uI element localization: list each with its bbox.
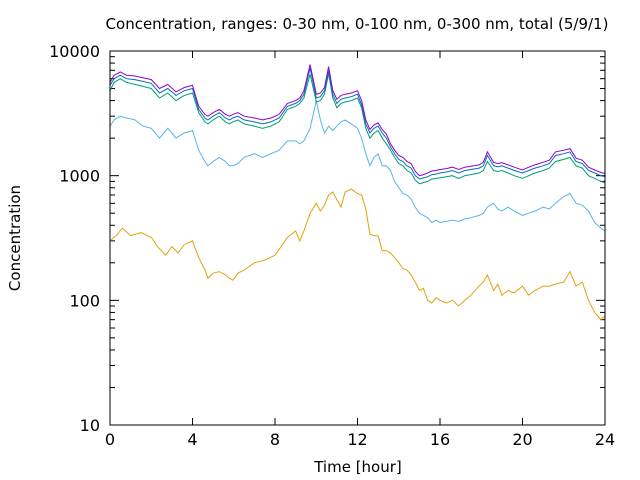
y-tick-label: 100 [69, 291, 100, 310]
x-tick-label: 12 [347, 430, 367, 449]
series-line-0 [109, 188, 606, 321]
x-axis-label: Time [hour] [313, 458, 402, 476]
axis-ticks: 0 4 8 12 16 20 24 10 100 1000 10000 [49, 42, 615, 449]
x-tick-label: 0 [105, 430, 115, 449]
series-line-4 [109, 64, 606, 177]
series-line-1 [109, 100, 606, 232]
y-tick-label: 10 [80, 416, 100, 435]
x-tick-label: 20 [512, 430, 532, 449]
x-tick-label: 16 [430, 430, 450, 449]
y-tick-label: 10000 [49, 42, 100, 61]
x-tick-label: 24 [595, 430, 615, 449]
data-series [109, 64, 606, 321]
x-tick-label: 8 [270, 430, 280, 449]
series-line-2 [109, 73, 606, 185]
x-tick-label: 4 [187, 430, 197, 449]
y-axis-label: Concentration [6, 185, 24, 291]
y-tick-label: 1000 [59, 167, 100, 186]
plot-frame [109, 50, 606, 426]
chart-title: Concentration, ranges: 0-30 nm, 0-100 nm… [106, 15, 609, 33]
series-line-3 [109, 67, 606, 180]
